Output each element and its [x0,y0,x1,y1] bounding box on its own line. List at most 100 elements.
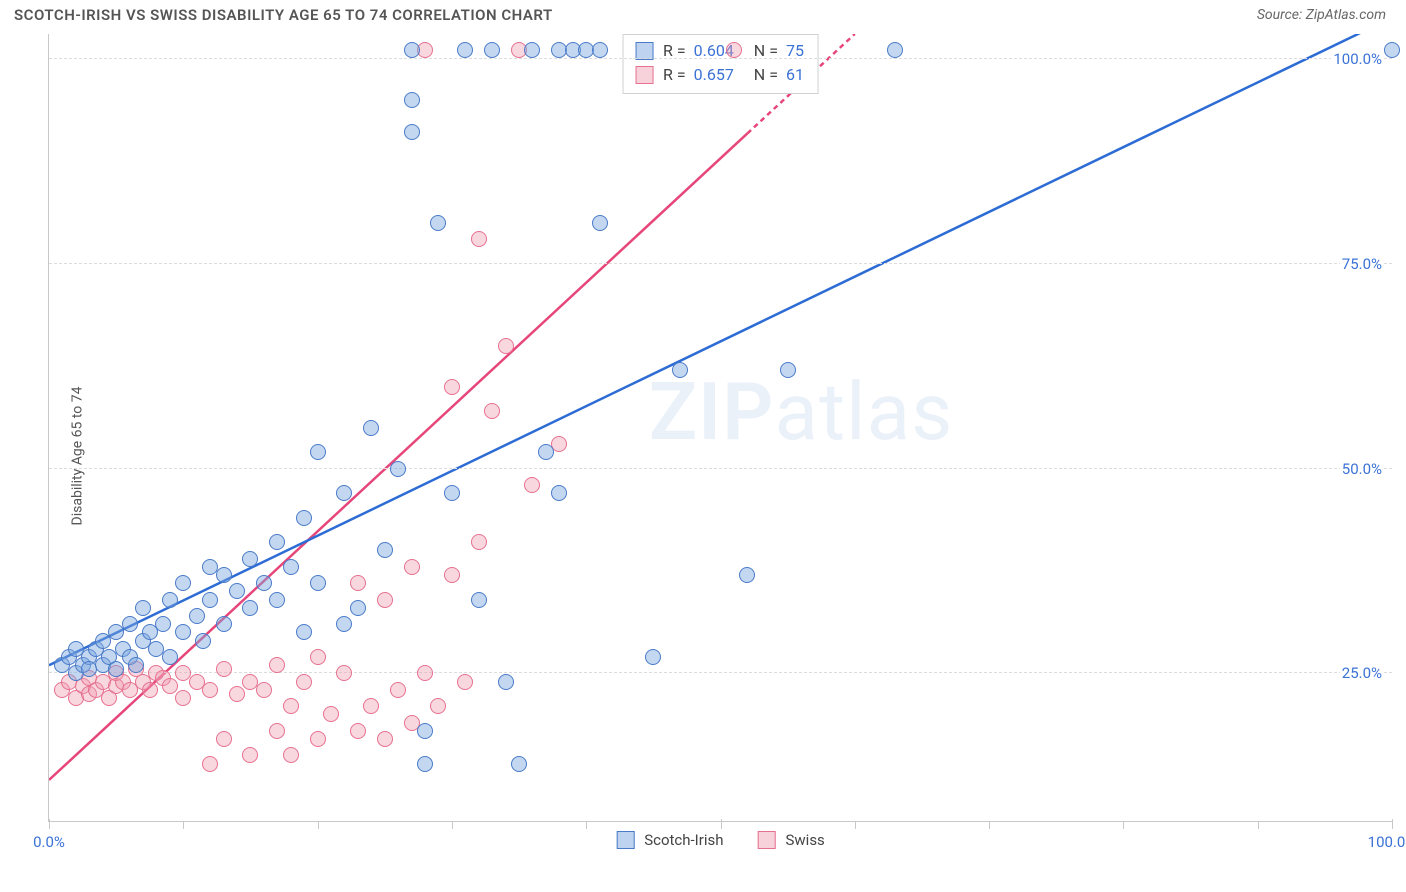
scatter-point [538,444,554,460]
scatter-point [1384,42,1400,58]
scatter-point [471,231,487,247]
scatter-point [175,690,191,706]
scatter-point [444,567,460,583]
scatter-point [202,559,218,575]
x-tick [1392,819,1393,829]
n-value-scotch-irish: 75 [786,39,804,63]
scatter-point [645,649,661,665]
scatter-point [283,698,299,714]
r-prefix: R = [663,63,686,87]
scatter-point [457,674,473,690]
x-tick [1123,821,1124,829]
scatter-point [498,338,514,354]
scatter-point [216,616,232,632]
x-tick [49,819,50,829]
chart-header: SCOTCH-IRISH VS SWISS DISABILITY AGE 65 … [0,0,1406,30]
chart-title: SCOTCH-IRISH VS SWISS DISABILITY AGE 65 … [14,6,553,24]
scatter-point [175,624,191,640]
scatter-point [189,608,205,624]
scatter-point [336,665,352,681]
source-value: ZipAtlas.com [1306,7,1386,23]
scatter-point [296,674,312,690]
x-tick [183,821,184,829]
y-tick-label: 75.0% [1340,255,1384,273]
scatter-point [484,42,500,58]
scatter-point [216,731,232,747]
scatter-point [471,534,487,550]
r-prefix: R = [663,39,686,63]
scatter-point [377,542,393,558]
scatter-point [390,682,406,698]
n-value-swiss: 61 [786,63,804,87]
scatter-point [256,682,272,698]
scatter-point [363,698,379,714]
legend-bottom: Scotch-Irish Swiss [616,831,825,849]
scatter-point [726,42,742,58]
legend-swatch-scotch-irish [616,831,634,849]
scatter-point [404,42,420,58]
watermark-part1: ZIP [649,365,775,459]
scatter-point [195,633,211,649]
watermark-part2: atlas [774,365,953,459]
scatter-point [780,362,796,378]
scatter-point [162,649,178,665]
scatter-point [155,616,171,632]
scatter-point [511,756,527,772]
scatter-point [135,600,151,616]
scatter-point [887,42,903,58]
scatter-point [739,567,755,583]
scatter-point [551,485,567,501]
scatter-point [269,534,285,550]
scatter-point [202,592,218,608]
scatter-point [336,616,352,632]
scatter-point [484,403,500,419]
scatter-point [430,215,446,231]
x-tick-label: 0.0% [33,833,65,851]
watermark: ZIPatlas [649,365,954,459]
legend-swatch-swiss [757,831,775,849]
scatter-point [229,686,245,702]
x-tick [452,821,453,829]
stats-row-scotch-irish: R = 0.604 N = 75 [635,39,804,63]
scatter-point [216,567,232,583]
scatter-point [310,575,326,591]
legend-label-scotch-irish: Scotch-Irish [644,831,723,849]
scatter-point [142,682,158,698]
y-tick-label: 25.0% [1340,664,1384,682]
scatter-point [444,379,460,395]
scatter-point [283,559,299,575]
scatter-point [404,92,420,108]
scatter-point [242,747,258,763]
gridline-h [49,58,1392,59]
scatter-point [377,731,393,747]
x-tick [721,819,722,829]
gridline-h [49,468,1392,469]
scatter-point [350,575,366,591]
scatter-point [269,723,285,739]
scatter-point [256,575,272,591]
scatter-point [430,698,446,714]
scatter-point [350,600,366,616]
stats-row-swiss: R = 0.657 N = 61 [635,63,804,87]
scatter-point [108,661,124,677]
gridline-h [49,263,1392,264]
legend-item-swiss: Swiss [757,831,824,849]
scatter-point [310,444,326,460]
scatter-point [363,420,379,436]
y-tick-label: 50.0% [1340,460,1384,478]
scatter-point [471,592,487,608]
scatter-point [242,600,258,616]
scatter-point [310,649,326,665]
scatter-point [310,731,326,747]
scatter-point [162,678,178,694]
scatter-point [229,583,245,599]
scatter-point [498,674,514,690]
scatter-point [417,723,433,739]
n-prefix: N = [754,63,778,87]
scatter-point [336,485,352,501]
scatter-point [417,665,433,681]
scatter-point [672,362,688,378]
chart-container: Disability Age 65 to 74 ZIPatlas R = 0.6… [14,34,1392,878]
scatter-point [216,661,232,677]
x-tick [1258,821,1259,829]
